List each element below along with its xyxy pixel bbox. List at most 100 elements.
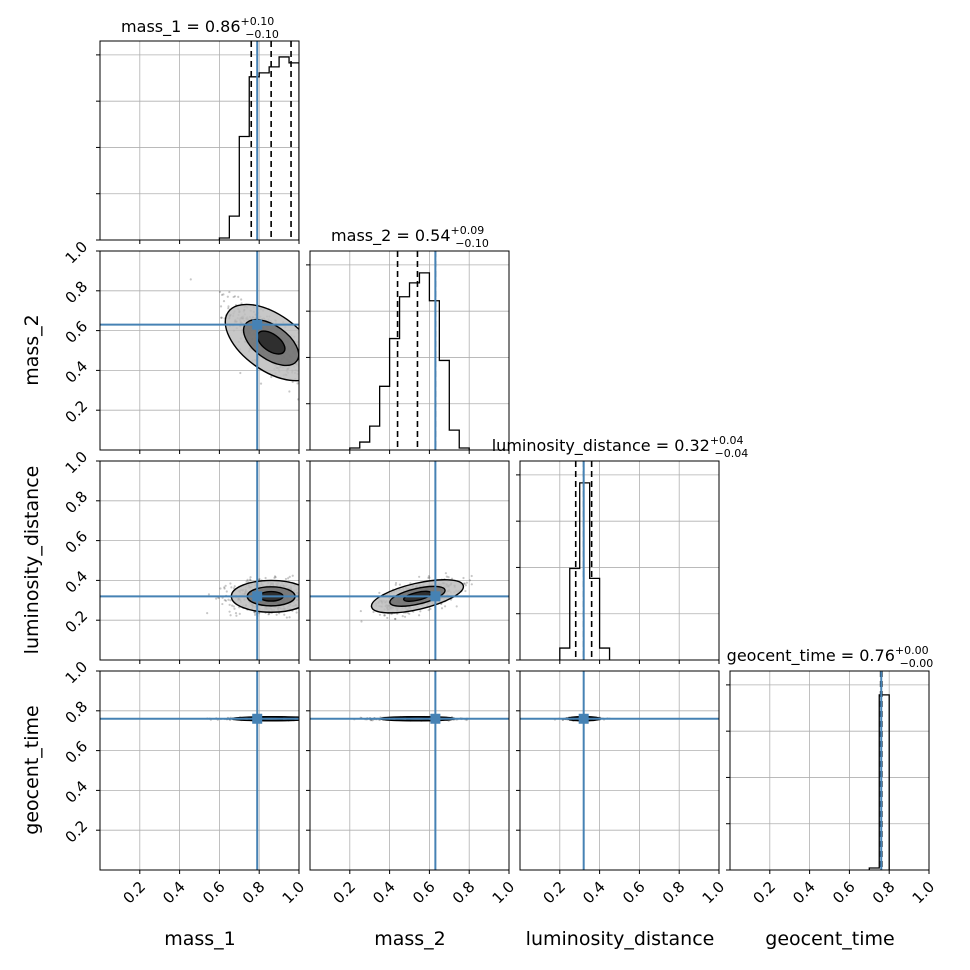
- scatter-point: [465, 581, 468, 584]
- scatter-point: [450, 577, 454, 580]
- scatter-point: [378, 613, 382, 616]
- xtick-label: 0.8: [449, 878, 479, 908]
- xtick-label: 0.4: [369, 878, 399, 908]
- scatter-point: [235, 614, 238, 617]
- scatter-point: [306, 719, 308, 721]
- title-mass_1: mass_1 = 0.86+0.10 −0.10: [121, 15, 279, 41]
- scatter-point: [304, 371, 306, 373]
- scatter-point: [274, 576, 277, 579]
- xlabel-mass_2: mass_2: [374, 928, 446, 950]
- scatter-point: [221, 602, 224, 606]
- scatter-point: [306, 364, 308, 366]
- scatter-point: [302, 602, 304, 604]
- panel-frame: [99, 670, 300, 871]
- scatter-point: [428, 576, 431, 579]
- scatter-point: [444, 572, 447, 575]
- scatter-point: [418, 614, 421, 617]
- scatter-point: [249, 576, 252, 579]
- scatter-point: [394, 583, 397, 586]
- scatter-point: [215, 597, 218, 600]
- xtick-label: 1.0: [279, 878, 309, 908]
- scatter-point: [311, 351, 313, 353]
- scatter-point: [401, 615, 404, 618]
- scatter-point: [273, 575, 277, 578]
- scatter-point: [228, 610, 231, 613]
- xtick-label: 0.6: [199, 878, 229, 908]
- scatter-point: [291, 574, 294, 577]
- scatter-point: [447, 575, 450, 579]
- panel-content-p00: [218, 41, 299, 240]
- scatter-point: [284, 577, 288, 581]
- scatter-point: [246, 578, 249, 581]
- scatter-point: [462, 582, 466, 585]
- ytick-label: 0.4: [62, 567, 92, 597]
- scatter-point: [229, 582, 232, 585]
- truth-marker: [430, 591, 441, 602]
- xtick-label: 0.4: [159, 878, 189, 908]
- scatter-point: [233, 585, 236, 588]
- xtick-label: 0.6: [409, 878, 439, 908]
- scatter-point: [227, 598, 230, 601]
- scatter-point: [305, 354, 307, 356]
- scatter-point: [312, 371, 314, 373]
- scatter-point: [300, 378, 302, 380]
- scatter-point: [302, 717, 304, 719]
- scatter-point: [316, 372, 318, 374]
- ytick-label: 0.4: [62, 777, 92, 807]
- scatter-point: [445, 575, 448, 578]
- scatter-point: [301, 363, 303, 365]
- xtick-label: 0.2: [329, 878, 359, 908]
- scatter-point: [317, 364, 319, 366]
- panel-frame: [99, 250, 300, 451]
- scatter-point: [304, 363, 306, 365]
- title-mass_2: mass_2 = 0.54+0.09 −0.10: [331, 224, 489, 250]
- scatter-point: [306, 378, 308, 380]
- panel-content-p22: [559, 461, 611, 660]
- scatter-point: [300, 379, 302, 381]
- scatter-point: [300, 718, 302, 720]
- ytick-label: 0.8: [62, 487, 92, 517]
- panel-content-p21: [310, 461, 509, 660]
- panel-frame: [519, 670, 720, 871]
- scatter-point: [233, 607, 236, 610]
- scatter-point: [301, 353, 303, 355]
- scatter-point: [307, 595, 309, 597]
- ylabel-geocent_time: geocent_time: [21, 705, 43, 834]
- scatter-point: [222, 299, 226, 303]
- scatter-point: [306, 718, 308, 720]
- panel-content-p20: [100, 461, 317, 660]
- ytick-label: 0.8: [62, 697, 92, 727]
- scatter-point: [270, 375, 273, 379]
- scatter-point: [304, 718, 306, 720]
- scatter-point: [259, 382, 263, 385]
- scatter-point: [299, 718, 301, 720]
- scatter-point: [300, 718, 302, 720]
- scatter-point: [232, 605, 235, 608]
- panel-frame: [729, 670, 930, 871]
- scatter-point: [217, 596, 220, 600]
- contour-level-2: [256, 330, 286, 355]
- scatter-point: [398, 583, 402, 586]
- panel-frame: [309, 670, 510, 871]
- scatter-point: [315, 600, 317, 602]
- scatter-point: [326, 395, 328, 397]
- scatter-point: [218, 290, 222, 293]
- scatter-point: [257, 612, 261, 615]
- scatter-point: [306, 358, 308, 360]
- scatter-point: [304, 592, 306, 594]
- scatter-point: [295, 611, 298, 614]
- ytick-label: 0.6: [62, 527, 92, 557]
- scatter-point: [394, 617, 397, 621]
- xlabel-geocent_time: geocent_time: [765, 928, 894, 950]
- scatter-point: [302, 717, 304, 719]
- scatter-point: [419, 610, 422, 613]
- scatter-point: [288, 616, 291, 619]
- xtick-label: 0.4: [789, 878, 819, 908]
- scatter-point: [312, 365, 314, 367]
- scatter-point: [303, 356, 305, 358]
- scatter-point: [223, 586, 226, 589]
- ytick-label: 1.0: [62, 448, 92, 478]
- scatter-point: [302, 349, 304, 351]
- scatter-point: [303, 718, 305, 720]
- scatter-point: [306, 361, 308, 363]
